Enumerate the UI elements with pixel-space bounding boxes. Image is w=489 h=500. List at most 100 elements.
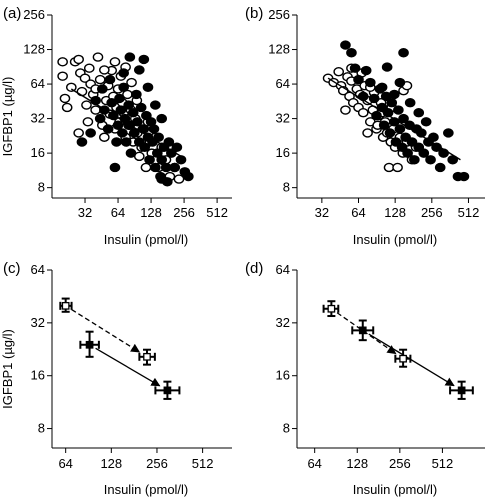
filled-data-point [390, 137, 402, 147]
open-data-point [81, 100, 92, 110]
open-data-point [66, 82, 77, 92]
filled-data-point [144, 155, 155, 165]
filled-data-point [131, 89, 142, 100]
filled-data-point [127, 108, 139, 118]
open-data-point [173, 174, 185, 184]
filled-data-point [138, 54, 150, 65]
x-tick-label: 512 [206, 205, 228, 220]
open-data-point [59, 93, 71, 104]
open-data-point [357, 108, 369, 118]
y-tick-label: 32 [276, 315, 290, 330]
filled-data-point [404, 98, 416, 108]
y-axis-title: IGFBP1 (µg/l) [0, 329, 15, 409]
filled-data-point [413, 108, 425, 118]
open-data-point [94, 74, 106, 85]
y-tick-label: 256 [268, 7, 290, 22]
panel-label: (c) [3, 260, 21, 277]
filled-data-point [132, 117, 143, 127]
filled-data-point [394, 124, 406, 134]
panel-label: (a) [3, 5, 21, 22]
open-data-point [109, 57, 121, 67]
filled-data-point [109, 162, 121, 173]
filled-mean-marker [457, 386, 466, 395]
x-axis-title: Insulin (pmol/l) [104, 482, 189, 497]
panel-label: (b) [245, 5, 263, 22]
filled-data-point [384, 128, 396, 138]
filled-data-point [94, 113, 106, 124]
open-mean-marker [143, 352, 151, 361]
filled-data-point [402, 148, 413, 158]
y-tick-label: 8 [38, 421, 45, 436]
filled-data-point [150, 162, 161, 173]
y-tick-label: 16 [31, 368, 45, 383]
filled-data-point [141, 110, 152, 121]
filled-data-point [117, 128, 128, 138]
filled-data-point [428, 132, 439, 142]
filled-data-point [112, 120, 124, 130]
y-tick-label: 32 [31, 111, 45, 126]
filled-data-point [406, 137, 418, 147]
open-data-point [126, 77, 137, 88]
filled-data-point [139, 142, 150, 152]
filled-data-point [420, 117, 432, 127]
filled-data-point [425, 155, 436, 165]
filled-data-point [97, 84, 108, 94]
open-data-point [57, 57, 68, 67]
x-tick-label: 64 [58, 456, 72, 471]
x-tick-label: 64 [351, 205, 365, 220]
x-tick-label: 64 [307, 456, 321, 471]
filled-data-point [162, 177, 173, 187]
filled-data-point [135, 102, 147, 113]
filled-data-point [142, 82, 154, 92]
filled-data-point [118, 68, 129, 78]
filled-data-point [150, 100, 161, 110]
y-tick-label: 16 [276, 368, 290, 383]
filled-data-point [378, 120, 390, 130]
open-data-point [383, 162, 395, 173]
x-tick-label: 128 [100, 456, 122, 471]
y-tick-label: 32 [31, 315, 45, 330]
open-data-point [73, 128, 84, 138]
open-data-point [92, 52, 104, 62]
filled-data-point [118, 82, 129, 92]
y-tick-label: 128 [23, 42, 45, 57]
x-tick-label: 512 [192, 456, 214, 471]
open-mean-marker [399, 354, 407, 363]
y-tick-label: 64 [31, 262, 45, 277]
y-tick-label: 8 [283, 180, 290, 195]
filled-data-point [115, 105, 127, 115]
y-tick-label: 16 [276, 145, 290, 160]
x-tick-label: 128 [346, 456, 368, 471]
filled-data-point [346, 48, 357, 58]
filled-data-point [111, 137, 122, 147]
x-axis-title: Insulin (pmol/l) [353, 482, 438, 497]
filled-data-point [396, 142, 408, 152]
y-tick-label: 8 [38, 180, 45, 195]
filled-data-point [398, 113, 409, 124]
filled-data-point [418, 148, 430, 158]
y-tick-label: 32 [276, 111, 290, 126]
y-tick-label: 8 [283, 421, 290, 436]
filled-data-point [183, 171, 194, 182]
filled-mean-marker [163, 386, 172, 395]
regression-line [327, 77, 461, 161]
filled-data-point [171, 142, 183, 152]
filled-data-point [409, 155, 420, 165]
x-tick-label: 128 [384, 205, 406, 220]
x-tick-label: 256 [146, 456, 168, 471]
x-tick-label: 128 [140, 205, 162, 220]
y-tick-label: 64 [276, 76, 290, 91]
x-tick-label: 32 [315, 205, 329, 220]
open-data-point [90, 105, 101, 115]
filled-data-point [125, 148, 137, 158]
y-tick-label: 128 [268, 42, 290, 57]
filled-data-point [106, 98, 117, 108]
filled-data-point [443, 128, 454, 138]
open-mean-marker [61, 301, 70, 310]
dashed-arrow [71, 309, 141, 353]
filled-data-point [169, 162, 180, 173]
filled-data-point [76, 137, 88, 147]
filled-data-point [393, 105, 404, 115]
filled-data-point [340, 40, 351, 50]
